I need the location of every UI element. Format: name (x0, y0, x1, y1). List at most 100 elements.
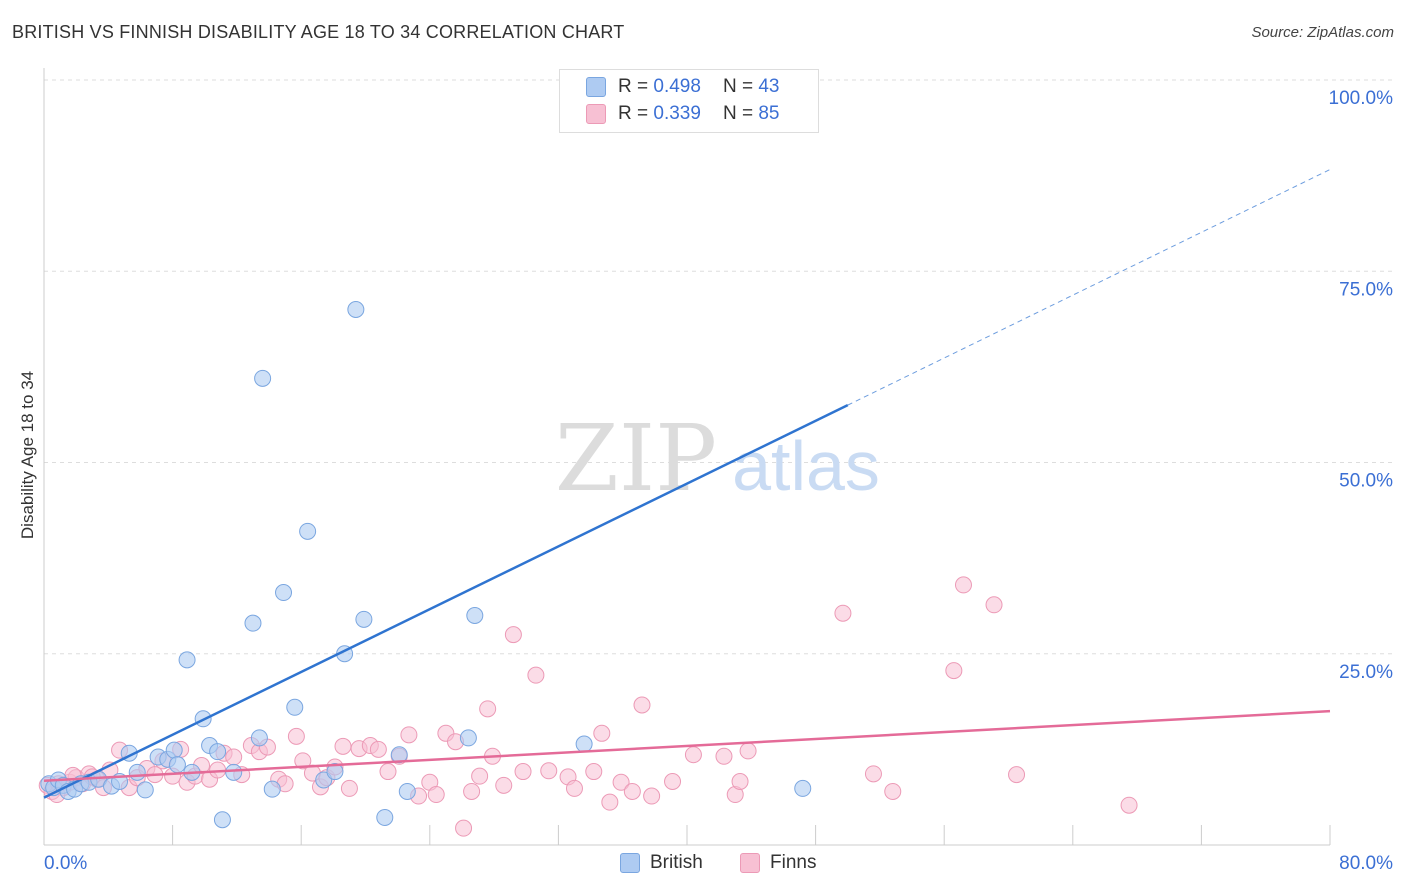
british-point (244, 614, 262, 632)
finns-point (643, 787, 661, 805)
watermark: ZIP atlas (555, 405, 880, 512)
finns-point (463, 782, 481, 800)
bottom-legend-british[interactable]: British (620, 852, 703, 874)
legend-row-british: R = 0.498 N = 43 (586, 75, 779, 99)
british-point (376, 808, 394, 826)
british-point (275, 584, 293, 602)
finns-point (633, 696, 651, 714)
finns-legend-swatch (740, 853, 760, 873)
finns-r-label: R = (618, 103, 649, 124)
y-tick-label: 50.0% (1339, 471, 1393, 492)
finns-point (1008, 766, 1026, 784)
finns-point (623, 782, 641, 800)
finns-n-label: N = (722, 103, 754, 124)
finns-point (664, 773, 682, 791)
x-tick-label: 0.0% (44, 853, 87, 874)
finns-point (612, 773, 630, 791)
british-r-label: R = (618, 76, 649, 97)
source-label: Source: ZipAtlas.com (1251, 24, 1394, 41)
finns-point (400, 726, 418, 744)
british-point (209, 743, 227, 761)
finns-point (287, 727, 305, 745)
finns-point (514, 763, 532, 781)
watermark-zip: ZIP (555, 405, 717, 512)
british-swatch (586, 77, 606, 97)
finns-point (1120, 796, 1138, 814)
finns-point (527, 666, 545, 684)
finns-point (954, 576, 972, 594)
finns-point (471, 767, 489, 785)
finns-point (985, 596, 1003, 614)
british-point (794, 779, 812, 797)
finns-r-value: 0.339 (653, 103, 701, 124)
finns-point (731, 773, 749, 791)
british-point (250, 729, 268, 747)
british-point (213, 811, 231, 829)
finns-point (225, 748, 243, 766)
finns-point (884, 782, 902, 800)
british-point (128, 763, 146, 781)
british-point (355, 610, 373, 628)
finns-point (540, 762, 558, 780)
finns-point (495, 776, 513, 794)
british-point (263, 780, 281, 798)
tick-labels: 100.0% 75.0% 50.0% 25.0% 0.0% 80.0% (44, 88, 1393, 874)
finns-trendline (43, 709, 1331, 782)
british-n-value: 43 (758, 76, 780, 97)
british-point (165, 741, 183, 759)
british-point (168, 756, 186, 774)
stats-legend: R = 0.498 N = 43 R = 0.339 N = 85 (559, 69, 819, 133)
y-axis-label: Disability Age 18 to 34 (18, 370, 37, 540)
finns-point (834, 604, 852, 622)
finns-point (684, 746, 702, 764)
british-point (286, 698, 304, 716)
british-trendline-extension (847, 169, 1331, 406)
british-point (326, 763, 344, 781)
finns-point (427, 786, 445, 804)
finns-point (945, 662, 963, 680)
chart-title: BRITISH VS FINNISH DISABILITY AGE 18 TO … (12, 22, 625, 42)
finns-legend-label: Finns (770, 852, 817, 873)
british-point (347, 301, 365, 318)
finns-point (715, 747, 733, 765)
british-point (136, 781, 154, 799)
british-point (225, 763, 243, 781)
british-r-value: 0.498 (653, 76, 701, 97)
axes (43, 68, 1331, 846)
gridlines (44, 79, 1395, 655)
x-tick-label: 80.0% (1339, 853, 1393, 874)
british-point (398, 782, 416, 800)
british-legend-label: British (650, 852, 703, 873)
british-point (466, 607, 484, 624)
finns-point (565, 779, 583, 797)
finns-swatch (586, 104, 606, 124)
british-n-label: N = (722, 76, 754, 97)
finns-n-value: 85 (758, 103, 780, 124)
british-legend-swatch (620, 853, 640, 873)
finns-point (504, 626, 522, 644)
bottom-legend-finns[interactable]: Finns (740, 852, 816, 874)
finns-point (739, 742, 757, 760)
finns-point (334, 737, 352, 755)
y-tick-label: 75.0% (1339, 279, 1393, 300)
legend-row-finns: R = 0.339 N = 85 (586, 102, 779, 126)
finns-point (455, 819, 473, 837)
finns-point (864, 765, 882, 783)
finns-point (479, 700, 497, 718)
finns-point (294, 752, 312, 770)
finns-point (593, 724, 611, 742)
trendlines (43, 169, 1331, 799)
y-tick-label: 100.0% (1329, 88, 1394, 109)
british-points (40, 71, 812, 829)
british-point (299, 522, 317, 540)
finns-point (585, 763, 603, 781)
finns-point (379, 763, 397, 781)
british-point (254, 369, 272, 387)
british-point (575, 735, 593, 753)
finns-point (340, 779, 358, 797)
watermark-atlas: atlas (732, 427, 880, 505)
finns-point (369, 740, 387, 758)
finns-points (38, 576, 1138, 837)
y-tick-label: 25.0% (1339, 662, 1393, 683)
